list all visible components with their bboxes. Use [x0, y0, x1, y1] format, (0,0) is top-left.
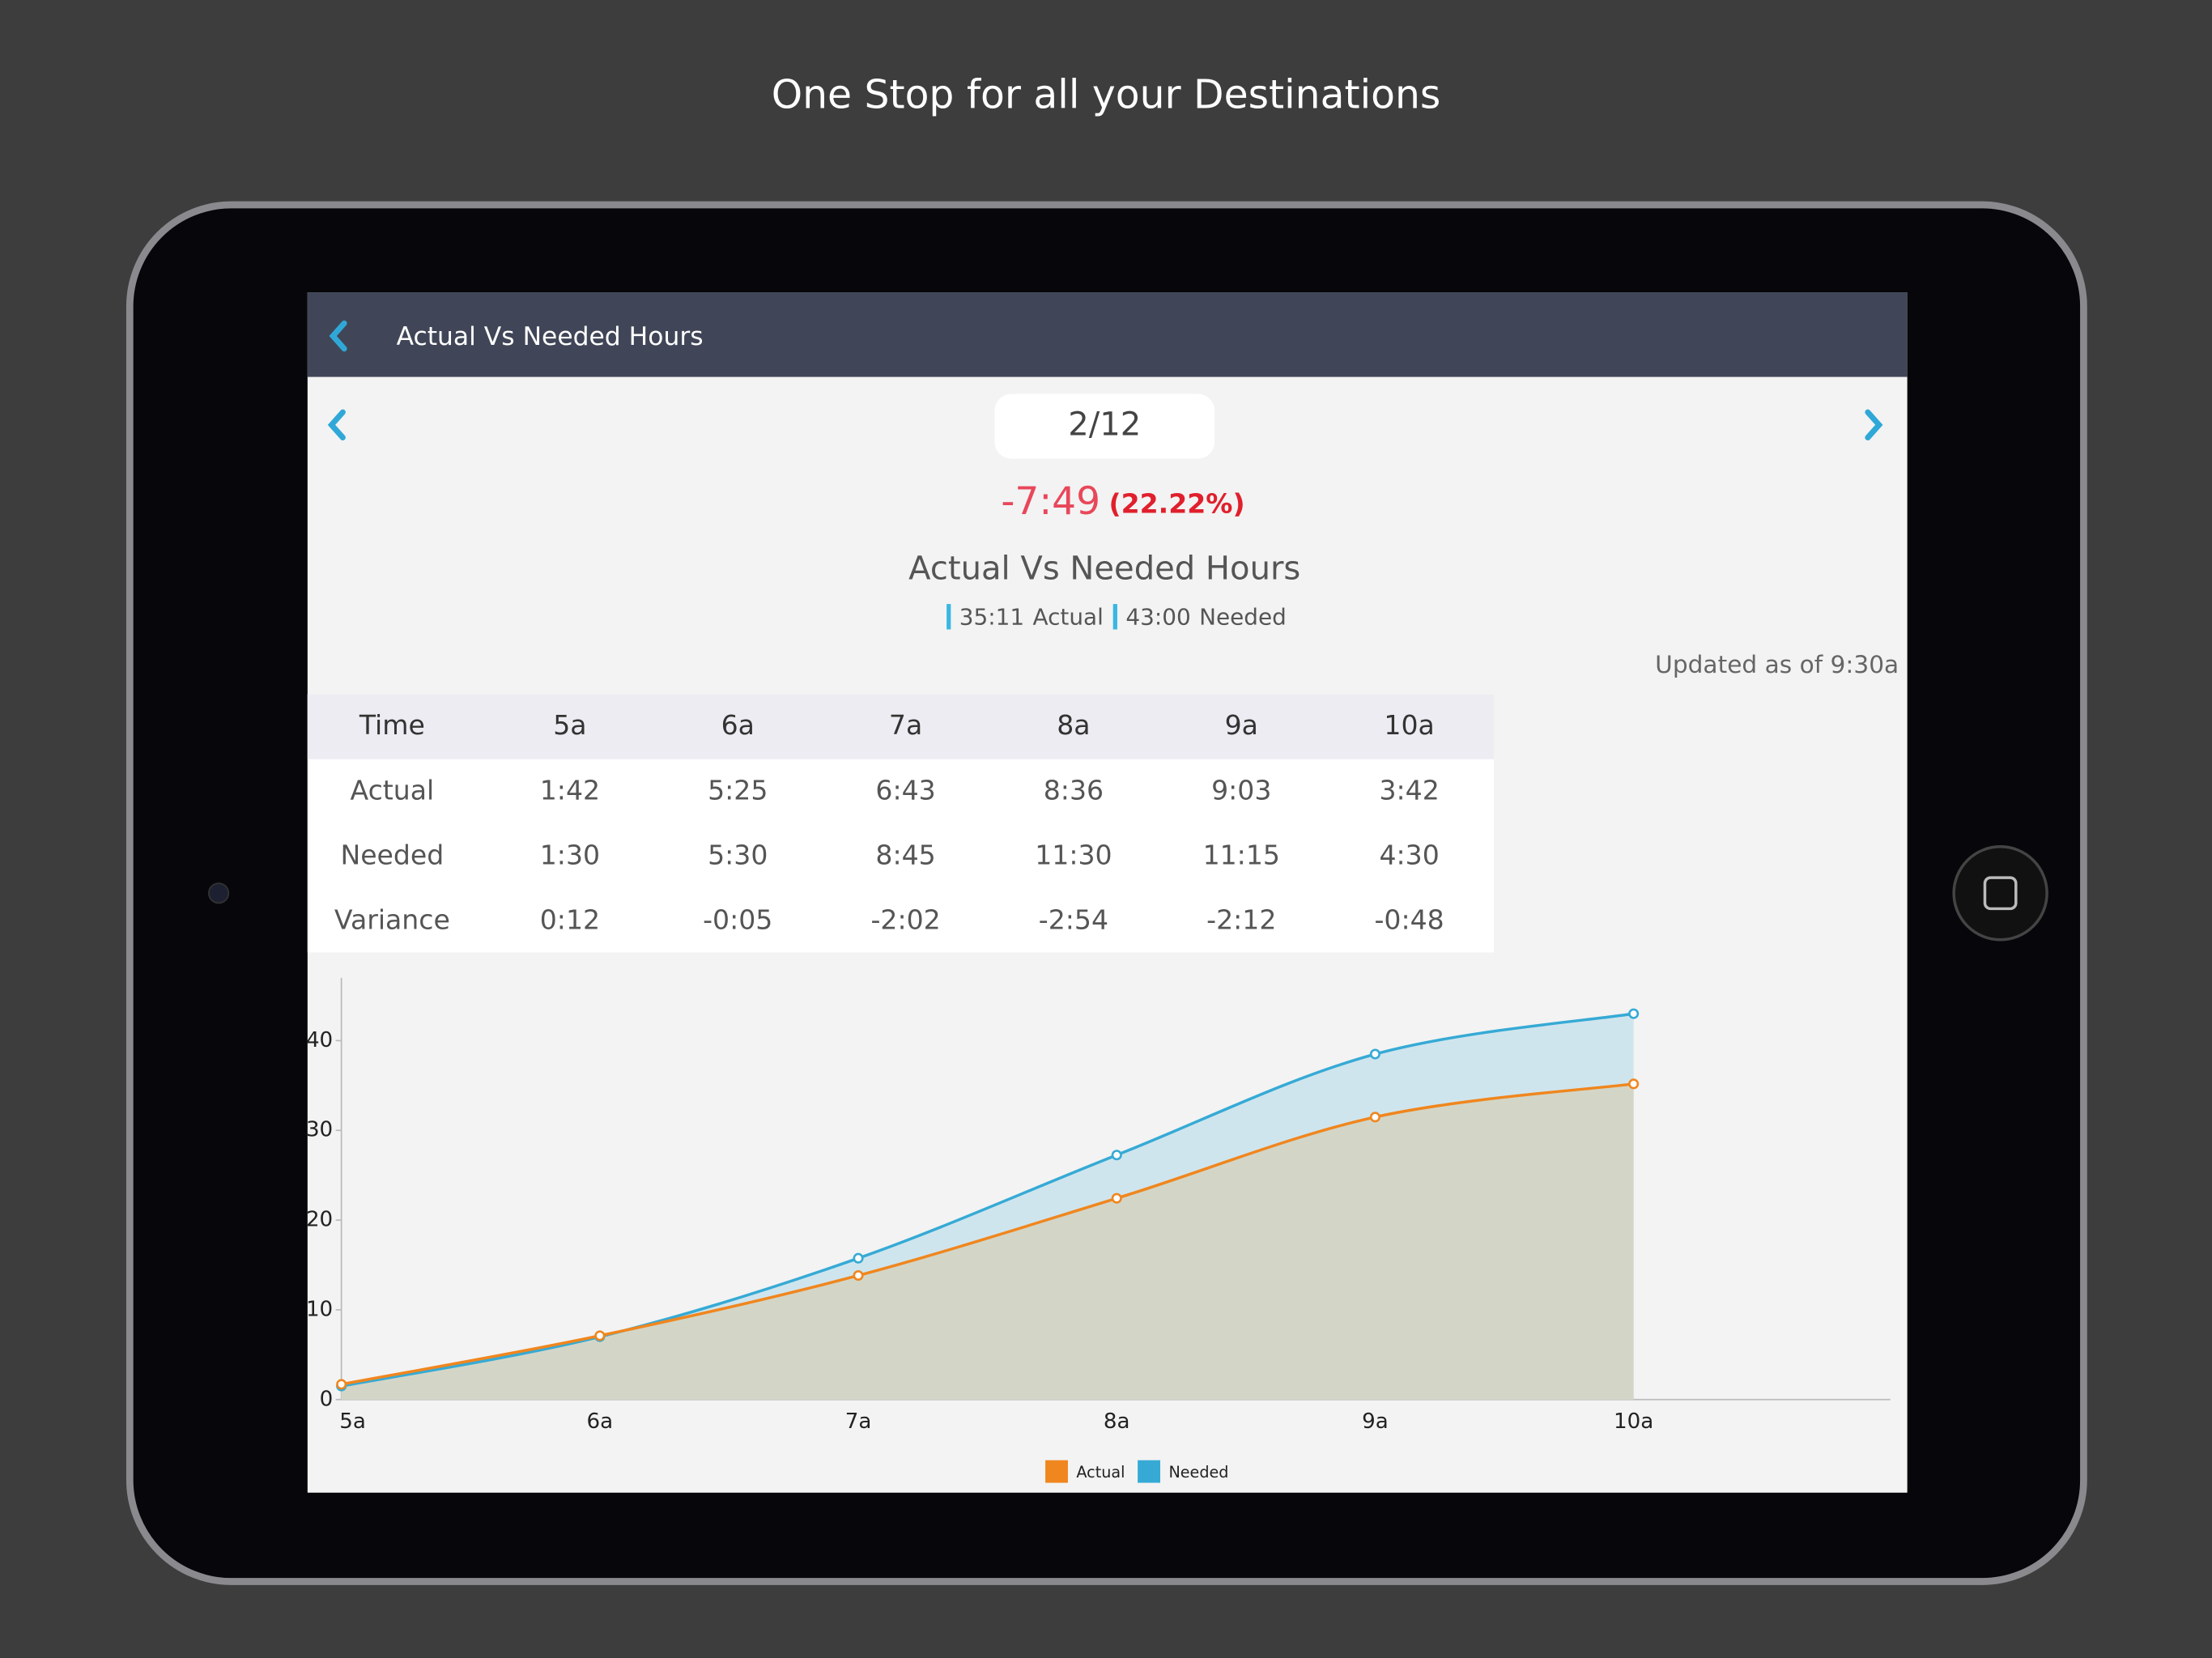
table-cell: -2:12	[1206, 904, 1276, 936]
date-pill[interactable]	[994, 393, 1215, 459]
table-header-cell: 9a	[1225, 709, 1258, 741]
point	[853, 1269, 864, 1282]
x-tick-label: 9a	[1362, 1409, 1389, 1434]
table-cell: 8:45	[875, 839, 935, 870]
chart: 0 10 20 30 40 5a 6a 7a 8a 9a 10a Actual Needed	[306, 977, 1891, 1483]
point	[1628, 1008, 1640, 1019]
x-tick-label: 5a	[339, 1409, 366, 1434]
point	[336, 1379, 347, 1390]
summary-legend: 35:11 Actual 43:00 Needed	[946, 604, 1287, 631]
point	[1628, 1078, 1640, 1090]
table-cell: 0:12	[540, 904, 600, 936]
table-cell: 11:15	[1203, 839, 1280, 870]
table-cell: 6:43	[875, 774, 935, 806]
table-cell: -2:54	[1039, 904, 1108, 936]
table-cell: -2:02	[870, 904, 940, 936]
table-cell: -0:05	[703, 904, 772, 936]
legend-label: Actual	[1076, 1463, 1125, 1482]
point	[594, 1330, 606, 1341]
table-cell: Actual	[351, 774, 435, 806]
summary-marker	[1112, 604, 1117, 630]
summary-label: Actual	[1033, 604, 1104, 631]
table-header	[307, 694, 1495, 759]
legend-swatch	[1045, 1460, 1068, 1483]
date: 2/12	[1068, 406, 1141, 444]
table-cell: 5:25	[708, 774, 768, 806]
variance: -7:49	[1001, 479, 1100, 524]
table-header-cell: 6a	[721, 709, 755, 741]
y-tick-label: 20	[306, 1208, 333, 1232]
next-day[interactable]	[1865, 409, 1883, 440]
summary-value: 43:00	[1125, 604, 1190, 631]
x-tick-label: 6a	[587, 1409, 614, 1434]
x-tick-label: 8a	[1104, 1409, 1130, 1434]
home-button[interactable]	[1952, 845, 2048, 942]
table-cells: Time 5a 6a 7a 8a 9a 10a Actual 1:42 5:25 6:43 8:36 9…	[334, 709, 1444, 935]
table-header-cell: 5a	[553, 709, 586, 741]
table-cell: -0:48	[1374, 904, 1444, 936]
point	[1369, 1048, 1380, 1060]
y-tick-label: 10	[306, 1297, 333, 1321]
area	[341, 1083, 1634, 1400]
table-cell: 4:30	[1379, 839, 1439, 870]
y-tick-label: 30	[306, 1118, 333, 1142]
camera	[207, 882, 230, 904]
point	[1111, 1192, 1122, 1204]
table-header-cell: 10a	[1384, 709, 1434, 741]
table-header-cell: 7a	[889, 709, 922, 741]
summary-label: Needed	[1199, 604, 1287, 631]
table-header-cell: 8a	[1057, 709, 1090, 741]
table-cell: 1:42	[540, 774, 600, 806]
back-button[interactable]	[329, 320, 347, 352]
point	[1111, 1150, 1122, 1161]
table-cell: 3:42	[1379, 774, 1439, 806]
table-cell: 8:36	[1044, 774, 1104, 806]
toolbar	[307, 292, 1908, 377]
summary-value: 35:11	[959, 604, 1024, 631]
page-title: One Stop for all your Destinations	[772, 72, 1441, 118]
table-cell: 5:30	[708, 839, 768, 870]
updated-time: Updated as of 9:30a	[1655, 651, 1899, 678]
line	[341, 1082, 1634, 1386]
table-cell: 9:03	[1211, 774, 1271, 806]
home-icon	[1983, 876, 2018, 911]
table-cell: 11:30	[1035, 839, 1112, 870]
chart-title: Actual Vs Needed Hours	[908, 550, 1300, 587]
prev-day[interactable]	[327, 409, 346, 440]
table-header-cell: Time	[359, 709, 425, 741]
table-cell: Variance	[334, 904, 450, 936]
variance-percent: (22.22%)	[1108, 488, 1244, 520]
point	[1369, 1112, 1380, 1123]
summary-marker	[946, 604, 951, 630]
y-tick-label: 0	[320, 1387, 334, 1411]
line	[341, 1012, 1634, 1388]
legend-label: Needed	[1168, 1463, 1228, 1482]
table-cell: Needed	[340, 839, 444, 870]
x-tick-label: 7a	[845, 1409, 872, 1434]
x-tick-label: 10a	[1614, 1409, 1653, 1434]
y-tick-label: 40	[306, 1028, 333, 1052]
point	[853, 1252, 864, 1264]
table-cell: 1:30	[540, 839, 600, 870]
legend-swatch	[1138, 1460, 1160, 1483]
toolbar-title: Actual Vs Needed Hours	[397, 322, 704, 351]
